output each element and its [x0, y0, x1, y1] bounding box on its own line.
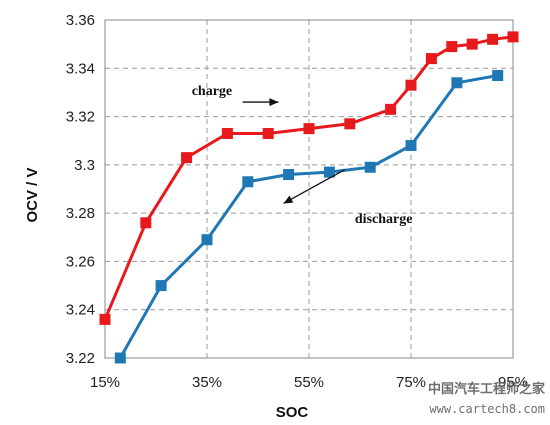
- y-axis-title: OCV / V: [24, 167, 41, 222]
- y-tick-label: 3.3: [74, 157, 95, 174]
- data-point-charge: [487, 33, 499, 45]
- x-tick-label: 95%: [498, 374, 528, 391]
- data-point-charge: [262, 127, 274, 139]
- annotation-arrow-line: [283, 169, 346, 205]
- annotation-arrowhead: [283, 195, 294, 204]
- x-axis-title: SOC: [276, 404, 309, 421]
- y-tick-label: 3.22: [66, 350, 95, 367]
- data-point-charge: [466, 38, 478, 50]
- plot-frame: [104, 19, 514, 359]
- y-tick-label: 3.24: [66, 302, 95, 319]
- data-point-discharge: [364, 161, 376, 173]
- data-point-discharge: [155, 280, 167, 292]
- data-point-charge: [405, 79, 417, 91]
- data-point-charge: [344, 118, 356, 130]
- series-group: [99, 31, 519, 364]
- annotation-discharge: discharge: [355, 212, 413, 227]
- data-point-discharge: [323, 166, 335, 178]
- tick-labels: 3.22 3.24 3.26 3.28 3.3 3.32 3.34 3.36 15% 35% 55%…: [66, 12, 528, 391]
- annotation-arrowhead: [269, 98, 279, 107]
- annotations: charge discharge: [192, 84, 413, 227]
- data-point-discharge: [201, 234, 213, 246]
- data-point-charge: [99, 313, 111, 325]
- watermark-chinese-text: 中国汽车工程师之家: [428, 381, 546, 397]
- watermark-url-text: www.cartech8.com: [429, 402, 545, 416]
- data-point-discharge: [114, 352, 126, 364]
- annotation-charge: charge: [192, 84, 232, 99]
- x-tick-label: 15%: [90, 374, 120, 391]
- data-point-charge: [140, 217, 152, 229]
- data-point-discharge: [405, 140, 417, 152]
- x-tick-label: 75%: [396, 374, 426, 391]
- data-point-charge: [446, 41, 458, 53]
- y-tick-label: 3.28: [66, 205, 95, 222]
- data-point-charge: [181, 152, 193, 164]
- y-tick-label: 3.32: [66, 109, 95, 126]
- data-point-discharge: [492, 70, 504, 82]
- series-charge: [99, 31, 519, 325]
- x-tick-label: 55%: [294, 374, 324, 391]
- data-point-charge: [507, 31, 519, 43]
- y-tick-label: 3.34: [66, 60, 95, 77]
- y-tick-label: 3.36: [66, 12, 95, 29]
- data-point-discharge: [451, 77, 463, 89]
- series-line-discharge: [118, 74, 498, 359]
- y-tick-label: 3.26: [66, 253, 95, 270]
- data-point-discharge: [283, 169, 295, 181]
- data-point-discharge: [242, 176, 254, 188]
- grid: [105, 20, 513, 358]
- data-point-charge: [221, 127, 233, 139]
- series-discharge: [114, 70, 504, 364]
- data-point-charge: [425, 53, 437, 65]
- data-point-charge: [303, 123, 315, 135]
- data-point-charge: [385, 103, 397, 115]
- x-tick-label: 35%: [192, 374, 222, 391]
